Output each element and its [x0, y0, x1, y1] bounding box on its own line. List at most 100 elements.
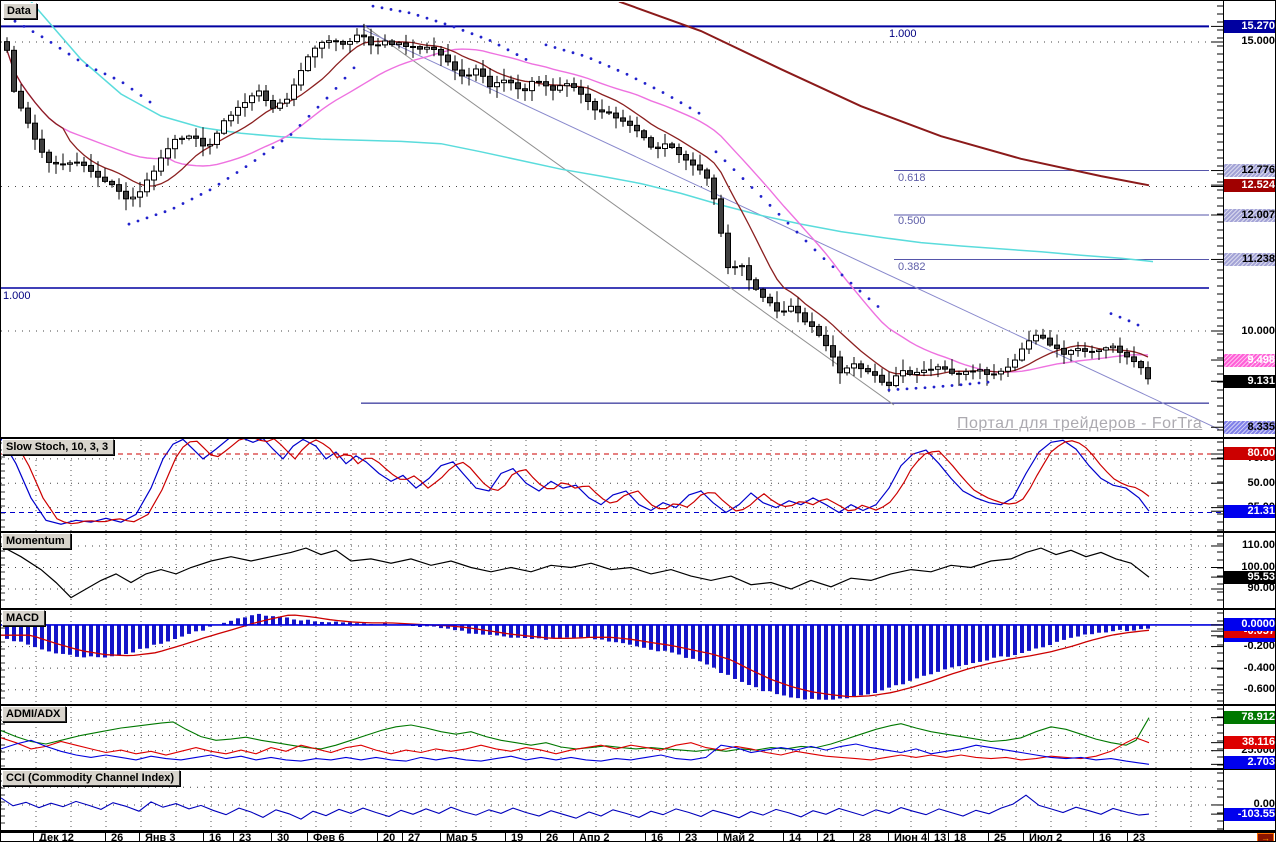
- x-axis-tick: [888, 833, 889, 841]
- candlestick: [46, 151, 52, 163]
- x-axis-date: Мар 5: [446, 832, 478, 842]
- x-axis-tick: [573, 833, 574, 841]
- x-axis-date: 13: [934, 832, 947, 842]
- sar-dot: [244, 165, 248, 169]
- candlestick: [487, 75, 493, 88]
- sar-dot: [887, 388, 891, 392]
- candlestick: [284, 98, 290, 104]
- panel-title-adx[interactable]: ADMI/ADX: [2, 706, 67, 722]
- candlestick: [543, 81, 549, 87]
- x-axis-tick: [1023, 833, 1024, 841]
- panel-momentum[interactable]: [1, 534, 1215, 608]
- x-axis-date: 25: [994, 832, 1007, 842]
- candlestick: [137, 191, 143, 198]
- sar-dot: [813, 248, 817, 252]
- candlestick: [67, 162, 73, 165]
- sar-dot: [163, 210, 167, 214]
- candlestick: [844, 367, 850, 374]
- axis-label-90.00: 90.00: [1247, 582, 1275, 595]
- candlestick: [200, 137, 206, 147]
- x-axis-tick: [540, 833, 541, 841]
- panel-title-momentum[interactable]: Momentum: [2, 533, 71, 549]
- sar-dot: [58, 46, 62, 50]
- x-axis-date: 21: [823, 832, 836, 842]
- candlestick: [445, 54, 451, 63]
- x-axis-date: Дек 12: [39, 832, 74, 842]
- panel-cci[interactable]: [1, 771, 1215, 830]
- panel-stoch[interactable]: [1, 437, 1215, 531]
- candlestick: [298, 70, 304, 86]
- fib-level-label: 1.000: [889, 28, 917, 40]
- candlestick: [193, 135, 199, 139]
- panel-title-price[interactable]: Data: [3, 3, 37, 19]
- axis-badge-21.31: 21.31: [1224, 504, 1275, 518]
- candlestick: [270, 99, 276, 109]
- sar-dot: [923, 386, 927, 390]
- panel-title-cci[interactable]: CCI (Commodity Channel Index): [2, 770, 181, 786]
- sar-dot: [452, 25, 456, 29]
- axis-label-10.000: 10.000: [1241, 324, 1275, 337]
- candlestick: [522, 88, 528, 92]
- panel-adx[interactable]: [1, 707, 1215, 768]
- candlestick: [1075, 348, 1081, 352]
- x-axis-tick: [402, 833, 403, 841]
- candlestick: [1054, 344, 1060, 349]
- series-ADX: [1, 739, 1150, 765]
- candlestick: [767, 296, 773, 304]
- candlestick: [886, 381, 892, 387]
- candlestick: [263, 90, 269, 101]
- candlestick: [662, 143, 668, 150]
- sar-dot: [94, 68, 98, 72]
- panel-title-macd[interactable]: MACD: [2, 610, 45, 626]
- x-axis-date: 16: [1099, 832, 1112, 842]
- x-axis-date: Июл 2: [1029, 832, 1063, 842]
- sar-dot: [425, 16, 429, 20]
- sar-dot: [777, 212, 781, 216]
- sar-dot: [371, 4, 375, 8]
- axis-badge-80.00: 80.00: [1224, 447, 1275, 461]
- scroll-right-button[interactable]: →: [1257, 833, 1274, 841]
- sar-dot: [1118, 315, 1122, 319]
- candlestick: [361, 34, 367, 38]
- candlestick: [417, 46, 423, 50]
- candlestick: [858, 363, 864, 370]
- x-axis-tick: [853, 833, 854, 841]
- axis-label--0.600: -0.600: [1243, 683, 1275, 696]
- sar-dot: [714, 150, 718, 154]
- candlestick: [333, 40, 339, 43]
- x-axis-date: Фев 6: [313, 832, 345, 842]
- x-axis-date: Май 2: [723, 832, 755, 842]
- series-signal: [1, 614, 1150, 698]
- panel-title-stoch[interactable]: Slow Stoch, 10, 3, 3: [2, 439, 115, 455]
- candlestick: [1061, 347, 1067, 355]
- panel-price[interactable]: [1, 1, 1220, 430]
- sar-dot: [625, 72, 629, 76]
- candlestick: [74, 161, 80, 164]
- candlestick: [753, 279, 759, 290]
- x-axis-tick: [105, 833, 106, 841]
- candlestick: [578, 86, 584, 95]
- candlestick: [291, 84, 297, 100]
- axis-label-0.00: 0.00: [1253, 798, 1275, 811]
- sar-dot: [407, 11, 411, 15]
- x-axis-date: Июн 4: [894, 832, 928, 842]
- candlestick: [319, 41, 325, 49]
- x-axis-date: 23: [685, 832, 698, 842]
- candlestick: [935, 366, 941, 370]
- sar-dot: [488, 39, 492, 42]
- axis-badge-8.335: 8.335: [1224, 420, 1275, 434]
- candlestick: [1096, 349, 1102, 353]
- panel-macd[interactable]: [1, 611, 1215, 704]
- sar-dot: [1109, 312, 1113, 316]
- candlestick: [879, 374, 885, 383]
- sar-dot: [1127, 319, 1131, 323]
- candlestick: [746, 265, 752, 281]
- sar-dot: [968, 382, 972, 386]
- sar-dot: [589, 57, 593, 61]
- axis-label-110.00: 110.00: [1241, 539, 1275, 552]
- candlestick: [907, 370, 913, 375]
- x-axis-tick: [948, 833, 949, 841]
- candlestick: [452, 61, 458, 71]
- candlestick: [690, 159, 696, 166]
